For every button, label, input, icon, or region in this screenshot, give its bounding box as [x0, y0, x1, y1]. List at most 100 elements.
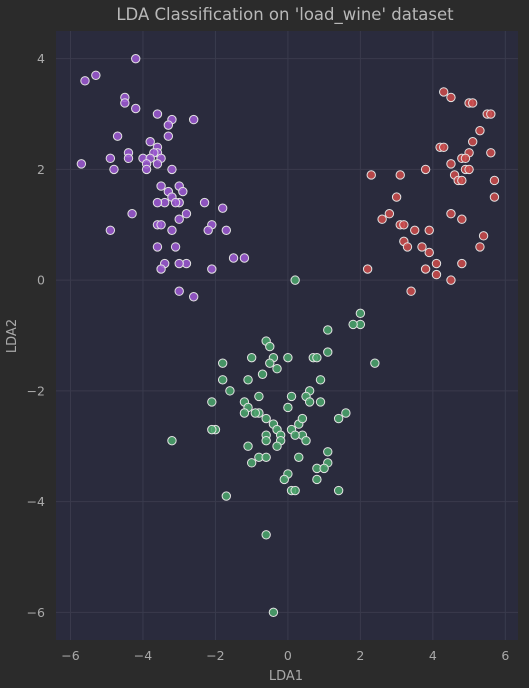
data-point: [261, 452, 271, 462]
data-point: [203, 225, 213, 236]
data-point: [468, 137, 478, 147]
data-point: [145, 137, 155, 147]
data-point: [163, 131, 174, 141]
data-point: [283, 352, 293, 363]
grid: [56, 31, 518, 640]
data-point: [391, 192, 402, 202]
data-point: [217, 358, 228, 368]
y-tick-label: −4: [27, 494, 45, 509]
data-point: [431, 258, 442, 269]
data-point: [152, 197, 163, 208]
data-point: [323, 325, 333, 335]
data-point: [341, 408, 351, 418]
data-point: [170, 197, 181, 208]
data-point: [348, 319, 358, 330]
data-point: [439, 142, 449, 152]
data-point: [323, 447, 333, 457]
data-point: [239, 253, 250, 263]
data-point: [217, 375, 228, 385]
data-point: [188, 292, 199, 302]
data-point: [333, 413, 344, 424]
chart-title: LDA Classification on 'load_wine' datase…: [116, 5, 454, 25]
data-point: [246, 458, 257, 468]
x-tick-label: 4: [429, 648, 437, 663]
data-point: [370, 358, 380, 368]
x-tick-labels: −6 −4 −2 0 2 4 6: [61, 648, 509, 663]
data-point: [174, 214, 184, 224]
data-point: [272, 364, 282, 374]
y-tick-label: 4: [37, 51, 45, 66]
data-point: [265, 341, 275, 352]
data-point: [152, 109, 163, 119]
data-point: [250, 408, 260, 418]
data-point: [468, 98, 478, 108]
y-tick-labels: −6 −4 −2 0 2 4: [27, 51, 45, 620]
data-point: [257, 369, 268, 379]
data-point: [243, 375, 253, 385]
data-point: [333, 485, 344, 496]
data-point: [286, 391, 297, 402]
data-point: [170, 242, 181, 252]
data-point: [478, 231, 489, 241]
data-point: [446, 209, 456, 219]
y-tick-label: −6: [27, 605, 45, 620]
data-point: [131, 53, 141, 64]
data-point: [290, 275, 300, 285]
data-point: [431, 269, 442, 280]
data-point: [156, 181, 166, 191]
data-point: [406, 286, 416, 296]
data-point: [290, 430, 300, 440]
data-point: [475, 125, 485, 136]
x-tick-label: −2: [206, 648, 224, 663]
x-axis-label: LDA1: [269, 669, 303, 684]
data-point: [315, 397, 326, 407]
x-tick-label: 2: [356, 648, 364, 663]
data-point: [207, 424, 217, 435]
data-point: [207, 397, 217, 407]
data-point: [464, 164, 474, 175]
data-point: [91, 70, 101, 80]
data-point: [283, 402, 293, 413]
data-point: [301, 435, 311, 446]
data-point: [489, 192, 500, 202]
data-point: [290, 485, 300, 496]
data-point: [297, 413, 308, 424]
data-point: [420, 264, 431, 274]
data-point: [294, 452, 304, 462]
data-point: [420, 164, 431, 175]
data-point: [221, 225, 232, 236]
data-point: [207, 264, 217, 274]
class-2-points: [167, 275, 380, 618]
x-tick-label: 0: [284, 648, 292, 663]
data-point: [399, 220, 409, 230]
data-point: [446, 275, 456, 285]
data-point: [489, 175, 500, 186]
data-point: [457, 175, 467, 186]
data-point: [127, 209, 137, 219]
x-tick-label: −6: [61, 648, 79, 663]
y-tick-label: 2: [37, 162, 45, 177]
data-point: [410, 225, 420, 236]
data-point: [188, 114, 199, 125]
data-point: [217, 203, 228, 213]
data-point: [261, 413, 271, 424]
data-point: [174, 258, 184, 269]
data-point: [261, 530, 271, 540]
data-point: [152, 159, 163, 169]
plot-area: [56, 31, 518, 640]
data-point: [272, 441, 282, 451]
data-point: [355, 308, 366, 319]
data-point: [112, 131, 123, 141]
data-point: [131, 103, 141, 114]
data-point: [109, 164, 119, 175]
data-point: [141, 164, 152, 175]
y-axis-label: LDA2: [5, 319, 20, 353]
data-point: [446, 92, 456, 103]
data-point: [312, 474, 322, 485]
data-point: [123, 153, 134, 164]
y-tick-label: −2: [27, 383, 45, 398]
data-point: [167, 164, 177, 175]
data-point: [446, 159, 456, 169]
data-point: [486, 148, 496, 158]
data-point: [268, 607, 279, 618]
